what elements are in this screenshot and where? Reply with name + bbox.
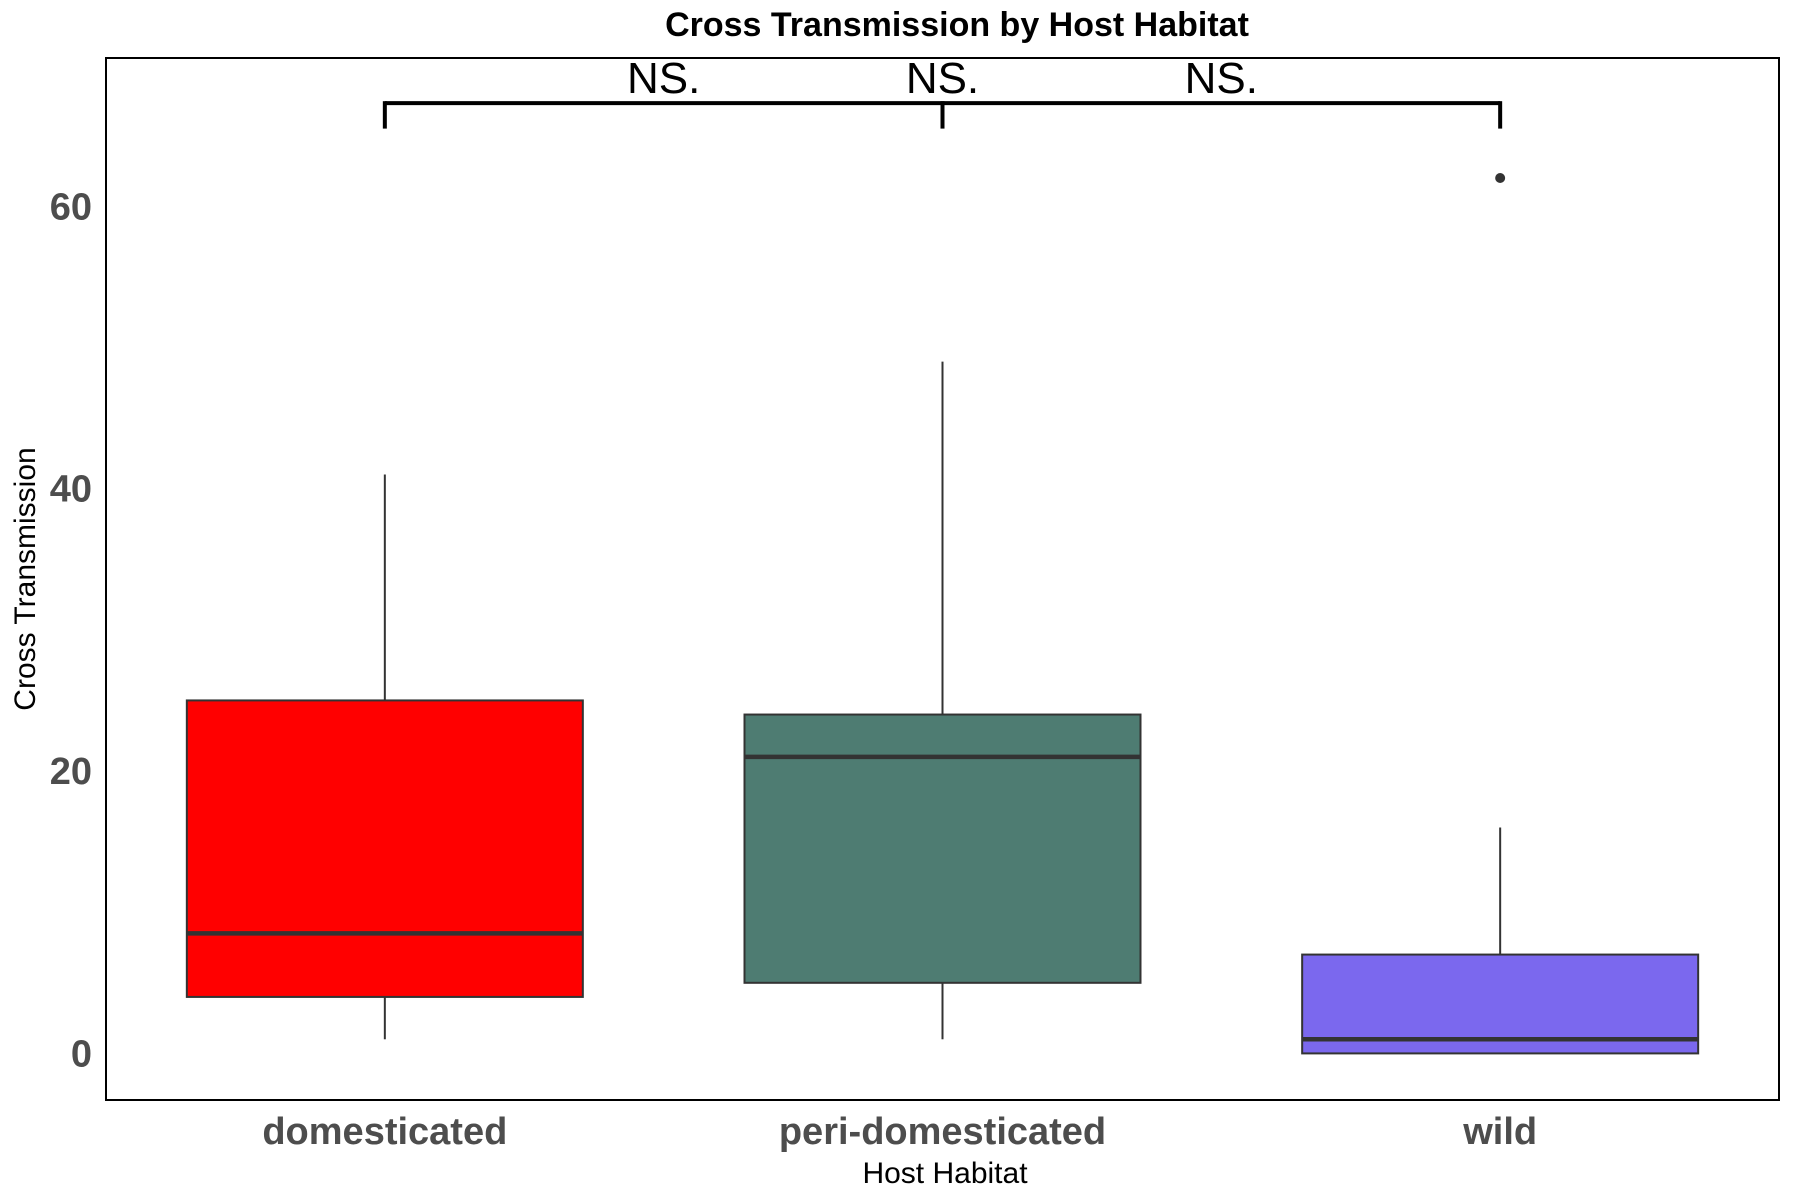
comparison-bracket: NS. NS. NS. bbox=[382, 54, 1503, 129]
significance-label: NS. bbox=[1185, 54, 1258, 103]
box-iqr bbox=[185, 699, 584, 998]
plot-panel bbox=[105, 57, 1780, 1101]
x-axis-ticks: domesticated peri-domesticated wild bbox=[262, 1111, 1537, 1153]
y-axis-title: Cross Transmission bbox=[9, 447, 42, 710]
box-group-wild bbox=[1301, 173, 1700, 1055]
box-iqr bbox=[1301, 953, 1700, 1055]
y-tick-label: 40 bbox=[50, 469, 92, 511]
y-tick-label: 60 bbox=[50, 186, 92, 228]
x-axis-title: Host Habitat bbox=[862, 1157, 1028, 1190]
box-iqr bbox=[743, 713, 1142, 984]
outlier-point bbox=[1495, 173, 1506, 184]
chart-title: Cross Transmission by Host Habitat bbox=[665, 6, 1249, 44]
x-tick-label: peri-domesticated bbox=[779, 1111, 1106, 1153]
y-tick-label: 20 bbox=[50, 751, 92, 793]
y-tick-label: 0 bbox=[71, 1033, 92, 1075]
significance-label: NS. bbox=[906, 54, 979, 103]
y-axis-ticks: 0 20 40 60 bbox=[50, 186, 92, 1075]
x-tick-label: domesticated bbox=[262, 1111, 507, 1153]
box-group-domesticated bbox=[185, 474, 584, 1040]
box-group-peri-domesticated bbox=[743, 361, 1142, 1040]
significance-label: NS. bbox=[627, 54, 700, 103]
x-tick-label: wild bbox=[1462, 1111, 1537, 1153]
boxes-layer bbox=[185, 173, 1700, 1055]
